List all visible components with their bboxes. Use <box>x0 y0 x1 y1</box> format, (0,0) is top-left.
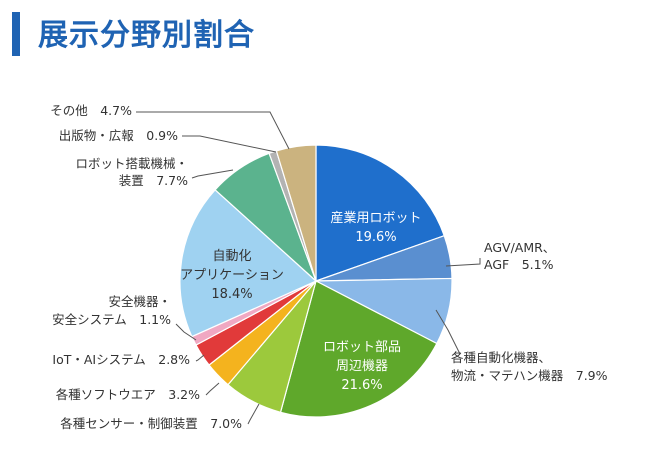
pie-slice-4 <box>279 280 438 418</box>
leader-line-6 <box>205 382 220 396</box>
leader-line-2 <box>445 258 481 267</box>
leader-line-7 <box>195 354 205 362</box>
slice-label-11: 出版物・広報 0.9% <box>59 128 178 143</box>
slice-label-1: 産業用ロボット 19.6% <box>330 210 421 245</box>
slice-label-5: 各種センサー・制御装置 7.0% <box>60 416 242 431</box>
slice-label-line: 自動化 <box>212 249 251 264</box>
slice-label-line: IoT・AIシステム 2.8% <box>52 352 190 367</box>
leader-line-12 <box>136 111 290 150</box>
slice-label-line: 周辺機器 <box>336 359 388 374</box>
slice-label-12: その他 4.7% <box>50 103 132 118</box>
pie-slice-9 <box>179 188 318 338</box>
slice-label-3: 各種自動化機器、物流・マテハン機器 7.9% <box>451 350 608 383</box>
slice-label-line: 産業用ロボット <box>330 210 421 226</box>
slice-label-10: ロボット搭載機械・装置 7.7% <box>75 156 188 188</box>
slice-label-line: アプリケーション <box>180 268 284 283</box>
leader-line-11 <box>182 135 277 153</box>
slice-label-line: ロボット搭載機械・ <box>75 156 188 171</box>
slice-label-4: ロボット部品周辺機器 21.6% <box>323 340 401 393</box>
title-accent-bar <box>12 12 20 56</box>
slice-label-line: ロボット部品 <box>323 340 401 355</box>
slice-label-9: 自動化アプリケーション 18.4% <box>180 249 284 302</box>
leader-line-5 <box>247 403 260 425</box>
leader-line-10 <box>191 169 234 179</box>
slice-label-line: 装置 7.7% <box>119 173 188 188</box>
slice-label-8: 安全機器・安全システム 1.1% <box>52 294 171 327</box>
slice-label-6: 各種ソフトウエア 3.2% <box>56 387 200 402</box>
slice-label-line: 物流・マテハン機器 7.9% <box>451 368 608 383</box>
leader-line-3 <box>435 309 461 355</box>
leader-line-8 <box>175 323 197 341</box>
slice-label-line: その他 4.7% <box>50 103 132 118</box>
slice-label-line: 各種自動化機器、 <box>451 350 551 365</box>
slice-label-line: 19.6% <box>355 230 396 245</box>
slice-label-line: 各種センサー・制御装置 7.0% <box>60 416 242 431</box>
slice-label-line: 各種ソフトウエア 3.2% <box>56 387 200 402</box>
slice-label-2: AGV/AMR、 AGF 5.1% <box>484 240 555 272</box>
pie-slice-12 <box>275 144 317 282</box>
slice-label-line: AGF 5.1% <box>484 257 554 272</box>
slice-label-line: 安全システム 1.1% <box>52 312 171 327</box>
slice-label-line: 21.6% <box>341 378 382 393</box>
chart-title: 展示分野別割合 <box>38 18 255 53</box>
slice-label-line: 18.4% <box>211 287 252 302</box>
slice-label-line: 安全機器・ <box>108 294 171 309</box>
slice-label-line: AGV/AMR、 <box>484 240 555 255</box>
slice-label-line: 出版物・広報 0.9% <box>59 128 178 143</box>
slice-label-7: IoT・AIシステム 2.8% <box>52 352 190 367</box>
